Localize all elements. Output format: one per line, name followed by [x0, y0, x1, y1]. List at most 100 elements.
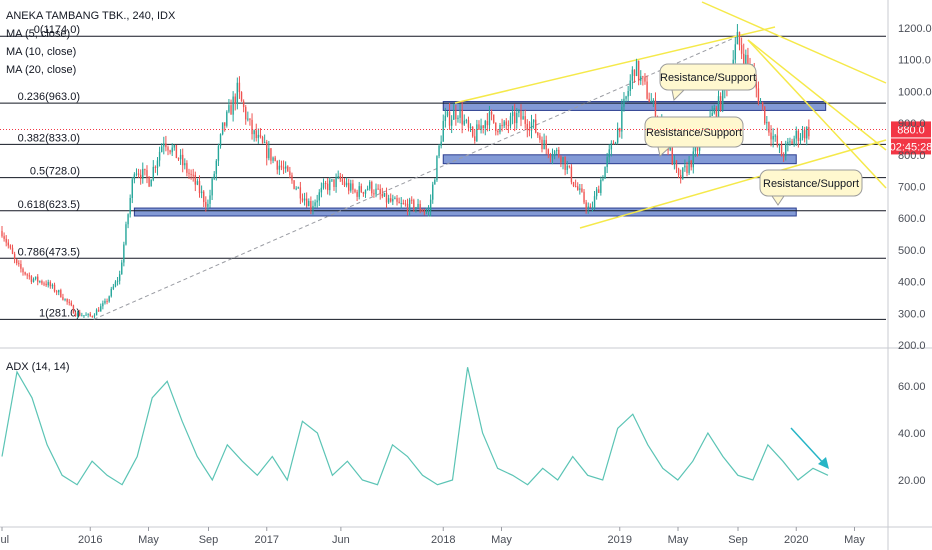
candle-body — [764, 106, 766, 124]
candle-body — [785, 143, 787, 157]
candle-body — [501, 125, 503, 127]
candle-body — [362, 192, 365, 194]
time-tick-label: 2020 — [784, 534, 808, 546]
candle-body — [631, 69, 634, 81]
candle-body — [513, 112, 516, 124]
candle-body — [364, 189, 367, 194]
candle-body — [108, 296, 110, 302]
time-tick-label: 2016 — [78, 534, 102, 546]
candle-body — [112, 286, 115, 289]
candle-body — [106, 300, 108, 302]
candle-body — [780, 144, 783, 157]
candle-body — [207, 203, 209, 207]
candle-body — [53, 284, 56, 292]
candle-body — [377, 188, 379, 190]
candle-body — [595, 189, 598, 197]
candle-body — [476, 124, 478, 141]
candle-body — [650, 101, 652, 103]
candle-body — [633, 69, 636, 77]
candle-body — [499, 125, 501, 133]
candle-body — [558, 149, 560, 157]
candle-body — [516, 113, 518, 124]
candle-body — [549, 155, 552, 158]
candle-body — [79, 312, 81, 316]
support-zone-1[interactable] — [442, 101, 827, 111]
candle-body — [284, 166, 287, 169]
annotation-text: Resistance/Support — [646, 127, 742, 139]
support-zone-3[interactable] — [133, 207, 797, 217]
ma5-legend[interactable]: MA (5, close) — [6, 28, 71, 40]
adx-line[interactable] — [1, 367, 829, 486]
trend-line[interactable] — [747, 39, 887, 151]
candle-body — [247, 118, 249, 120]
candle-body — [133, 174, 136, 180]
candle-body — [606, 157, 608, 168]
candle-body — [37, 276, 39, 282]
candle-body — [268, 148, 270, 159]
symbol-title: ANEKA TAMBANG TBK., 240, IDX — [6, 10, 176, 22]
candle-body — [270, 148, 272, 161]
annotation-callout[interactable]: Resistance/Support — [759, 169, 863, 206]
candle-body — [480, 125, 482, 130]
candle-body — [791, 141, 793, 144]
candle-body — [249, 118, 251, 120]
fib-level-label: 0.236(963.0) — [18, 91, 80, 103]
candle-body — [373, 193, 375, 195]
candle-body — [76, 312, 79, 317]
candle-body — [324, 183, 327, 185]
candle-body — [28, 275, 31, 277]
candle-body — [234, 96, 236, 104]
candle-body — [320, 187, 323, 193]
candle-body — [150, 179, 152, 187]
candle-body — [539, 135, 541, 140]
candle-body — [314, 202, 316, 206]
arrow-line[interactable] — [790, 427, 827, 467]
candle-body — [440, 141, 442, 146]
candle-body — [83, 315, 85, 317]
adx-legend[interactable]: ADX (14, 14) — [6, 361, 70, 373]
trend-line[interactable] — [454, 26, 776, 104]
candle-body — [87, 313, 89, 315]
candle-body — [682, 167, 684, 179]
candle-body — [625, 96, 627, 99]
candle-body — [104, 300, 106, 304]
candle-body — [797, 130, 800, 141]
trend-line[interactable] — [701, 1, 887, 84]
candle-body — [453, 110, 455, 120]
trend-line[interactable] — [747, 39, 887, 189]
candle-body — [461, 109, 463, 125]
candle-body — [58, 290, 60, 293]
candle-body — [598, 189, 600, 193]
candle-body — [16, 259, 18, 264]
candle-body — [421, 210, 423, 212]
candle-body — [333, 179, 335, 187]
trend-line[interactable] — [579, 139, 887, 229]
support-zone-2[interactable] — [442, 154, 797, 165]
candles[interactable] — [1, 24, 810, 319]
candle-body — [570, 166, 573, 183]
candle-body — [66, 298, 68, 302]
candle-body — [278, 165, 281, 170]
fib-level-label: 1(281.0) — [39, 307, 80, 319]
candle-body — [93, 315, 96, 317]
time-tick-label: May — [844, 534, 865, 546]
candle-body — [219, 134, 222, 147]
candle-body — [39, 281, 41, 283]
annotation-callout[interactable]: Resistance/Support — [644, 116, 744, 157]
candle-body — [276, 160, 278, 170]
candle-body — [371, 181, 373, 194]
candle-body — [347, 182, 350, 191]
candle-body — [255, 130, 257, 139]
candle-body — [402, 203, 405, 205]
candle-body — [329, 180, 331, 191]
fib-trend-line[interactable] — [93, 35, 739, 320]
candle-body — [251, 119, 253, 135]
ma10-legend[interactable]: MA (10, close) — [6, 46, 77, 58]
ma20-legend[interactable]: MA (20, close) — [6, 64, 77, 76]
candle-body — [556, 149, 558, 152]
annotation-callout[interactable]: Resistance/Support — [659, 63, 757, 102]
candle-body — [129, 198, 131, 215]
candle-body — [230, 105, 232, 115]
candle-body — [177, 158, 180, 160]
